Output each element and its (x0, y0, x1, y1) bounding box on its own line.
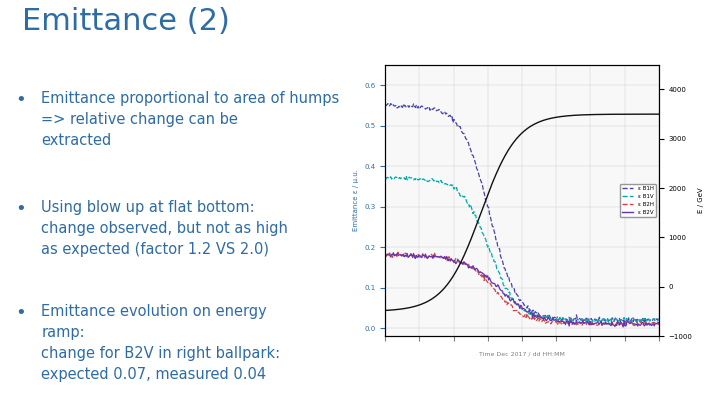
Text: Emittance proportional to area of humps
=> relative change can be
extracted: Emittance proportional to area of humps … (41, 91, 339, 148)
Text: 5: 5 (687, 375, 696, 388)
Text: 2/6/2022: 2/6/2022 (224, 375, 280, 388)
Y-axis label: E / GeV: E / GeV (698, 188, 704, 213)
X-axis label: Time Dec 2017 / dd HH:MM: Time Dec 2017 / dd HH:MM (479, 352, 565, 356)
Text: •: • (15, 200, 26, 218)
Text: •: • (15, 91, 26, 109)
Legend: ε B1H, ε B1V, ε B2H, ε B2V: ε B1H, ε B1V, ε B2H, ε B2V (620, 184, 656, 217)
Text: Emittance (2): Emittance (2) (22, 7, 230, 36)
Text: Using blow up at flat bottom:
change observed, but not as high
as expected (fact: Using blow up at flat bottom: change obs… (41, 200, 288, 258)
Text: T. Tydecks, MD2408, LSWG: T. Tydecks, MD2408, LSWG (362, 375, 531, 388)
Text: CERN: CERN (23, 377, 42, 382)
Y-axis label: Emittance ε / μ.u.: Emittance ε / μ.u. (353, 169, 359, 232)
Text: •: • (15, 304, 26, 322)
Text: Emittance evolution on energy
ramp:
change for B2V in right ballpark:
expected 0: Emittance evolution on energy ramp: chan… (41, 304, 280, 382)
